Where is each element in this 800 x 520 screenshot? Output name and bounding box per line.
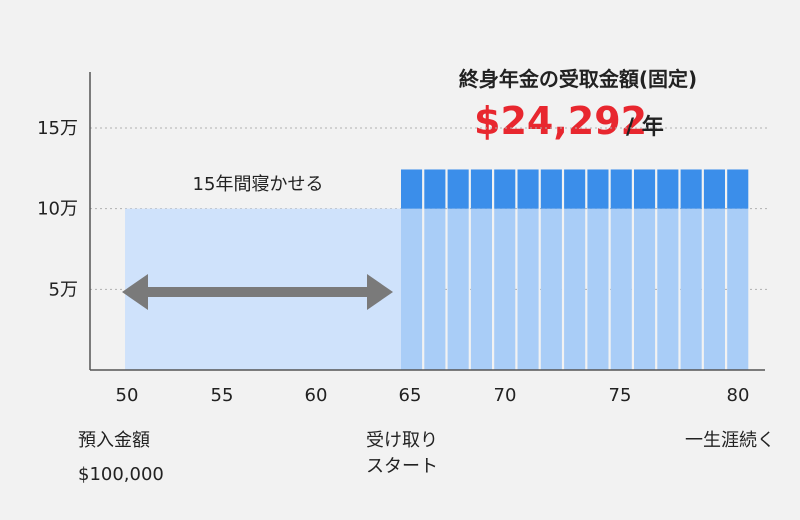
payout-bar-top	[680, 169, 702, 209]
payout-bar-top	[401, 169, 423, 209]
payout-bar-top	[494, 169, 516, 209]
deferral-arrow	[122, 274, 393, 310]
payout-bar-base	[540, 208, 562, 370]
x-tick-label: 50	[116, 385, 139, 406]
payout-bar-base	[447, 208, 469, 370]
double-arrow-shape	[122, 274, 393, 310]
x-tick-labels: 50 55 60 65 70 75 80	[116, 385, 750, 406]
payout-bar-base	[494, 208, 516, 370]
payout-bar-top	[564, 169, 586, 209]
deferral-label: 15年間寝かせる	[193, 174, 324, 195]
x-tick-label: 60	[305, 385, 328, 406]
payout-bar-base	[401, 208, 423, 370]
deposit-label: 預入金額	[78, 430, 150, 451]
payout-bar-base	[470, 208, 492, 370]
payout-bar-base	[727, 208, 749, 370]
deposit-amount: $100,000	[78, 464, 164, 485]
x-tick-label: 75	[609, 385, 632, 406]
payout-bar-base	[703, 208, 725, 370]
lifetime-label: 一生涯続く	[685, 430, 775, 451]
payout-bar-base	[564, 208, 586, 370]
payout-bar-top	[634, 169, 656, 209]
x-tick-label: 65	[399, 385, 422, 406]
payout-bar-top	[703, 169, 725, 209]
payout-bar-top	[517, 169, 539, 209]
payout-bar-top	[587, 169, 609, 209]
payout-bar-top	[657, 169, 679, 209]
y-tick-labels: 5万 10万 15万	[37, 118, 78, 300]
payout-bar-top	[470, 169, 492, 209]
x-tick-label: 70	[494, 385, 517, 406]
payout-bar-top	[447, 169, 469, 209]
payout-bars	[401, 169, 749, 370]
payout-bar-base	[587, 208, 609, 370]
payout-bar-base	[634, 208, 656, 370]
payout-bar-base	[610, 208, 632, 370]
payout-amount: $24,292	[474, 99, 647, 143]
payout-bar-top	[540, 169, 562, 209]
axes	[89, 72, 765, 371]
payout-bar-top	[727, 169, 749, 209]
y-tick-label: 15万	[37, 118, 78, 139]
y-tick-label: 10万	[37, 199, 78, 220]
x-tick-label: 80	[727, 385, 750, 406]
payout-bar-base	[657, 208, 679, 370]
chart-title: 終身年金の受取金額(固定)	[459, 67, 697, 91]
payout-bar-base	[424, 208, 446, 370]
payout-unit: / 年	[626, 114, 664, 140]
payout-start-label-1: 受け取り	[366, 430, 438, 451]
payout-bar-base	[680, 208, 702, 370]
payout-bar-base	[517, 208, 539, 370]
payout-bar-top	[424, 169, 446, 209]
payout-start-label-2: スタート	[366, 456, 438, 477]
y-tick-label: 5万	[49, 279, 78, 300]
x-tick-label: 55	[211, 385, 234, 406]
payout-bar-top	[610, 169, 632, 209]
